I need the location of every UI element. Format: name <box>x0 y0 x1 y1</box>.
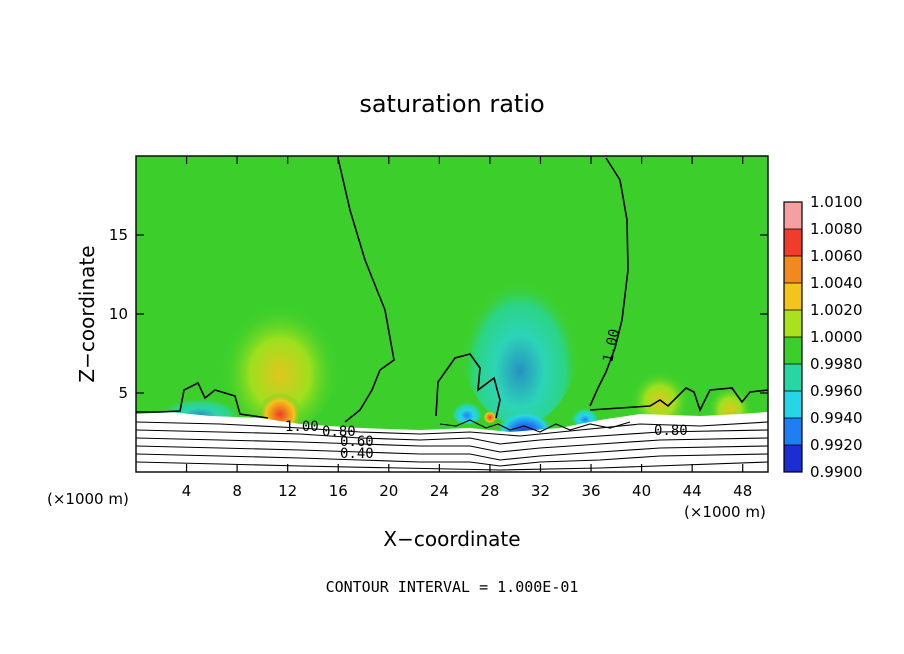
x-tick-label: 12 <box>278 482 297 500</box>
colorbar-band <box>784 418 802 445</box>
x-tick-label: 40 <box>632 482 651 500</box>
x-tick-label: 4 <box>182 482 192 500</box>
contour-label-0p60: 0.60 <box>340 434 374 450</box>
cool-spot-36km <box>571 403 599 427</box>
x-tick-label: 24 <box>430 482 449 500</box>
colorbar-band <box>784 310 802 337</box>
colorbar-label: 1.0100 <box>810 193 863 211</box>
x-tick-label: 28 <box>480 482 499 500</box>
colorbar-band <box>784 391 802 418</box>
colorbar-label: 1.0040 <box>810 274 863 292</box>
contour-1p00-base-left <box>136 381 269 419</box>
colorbar-band <box>784 337 802 364</box>
colorbar-label: 1.0060 <box>810 247 863 265</box>
contour-label-1p00-left: 1.00 <box>285 419 319 435</box>
colorbar-label: 1.0000 <box>810 328 863 346</box>
x-tick-label: 20 <box>379 482 398 500</box>
chart-title: saturation ratio <box>359 90 544 118</box>
x-unit-label-right: (×1000 m) <box>684 503 766 521</box>
colorbar-label: 0.9940 <box>810 409 863 427</box>
colorbar-label: 1.0020 <box>810 301 863 319</box>
cool-spot-26km <box>451 396 483 424</box>
contour-label-0p40: 0.40 <box>340 446 374 462</box>
y-tick-label: 5 <box>118 384 128 402</box>
colorbar-label: 1.0080 <box>810 220 863 238</box>
x-tick-label: 8 <box>232 482 242 500</box>
contour-label-group: 1.00 1.00 0.80 0.60 0.40 0.80 <box>285 328 688 462</box>
colorbar-label: 0.9960 <box>810 382 863 400</box>
contour-1p00-cell-26km <box>435 353 501 419</box>
colorbar-band <box>784 229 802 256</box>
contour-label-1p00-right: 1.00 <box>600 328 623 364</box>
hot-spot-28km <box>483 409 497 423</box>
colorbar: 1.0100 1.0080 1.0060 1.0040 1.0020 1.0000 0.99… <box>783 193 863 481</box>
heatmap-field <box>136 156 768 472</box>
x-axis-title: X−coordinate <box>383 527 520 551</box>
colorbar-label: 0.9980 <box>810 355 863 373</box>
y-tick-label: 15 <box>109 226 128 244</box>
contour-label-0p80-right: 0.80 <box>654 423 688 439</box>
contour-interval-note: CONTOUR INTERVAL = 1.000E-01 <box>326 578 579 596</box>
contour-1p00-base-right <box>589 387 768 413</box>
cool-region <box>460 245 580 425</box>
contour-lines-lower <box>136 419 768 471</box>
contour-lines <box>136 157 768 423</box>
x-unit-label-left: (×1000 m) <box>47 490 129 508</box>
x-tick-label: 48 <box>733 482 752 500</box>
colorbar-band <box>784 445 802 472</box>
contour-label-0p80-left: 0.80 <box>322 424 356 440</box>
x-tick-label: 32 <box>531 482 550 500</box>
colorbar-band <box>784 283 802 310</box>
contour-1p00-left <box>337 157 395 423</box>
x-tick-label: 36 <box>581 482 600 500</box>
warm-region <box>220 290 340 430</box>
x-tick-label: 16 <box>329 482 348 500</box>
colorbar-band <box>784 256 802 283</box>
y-axis: 5 10 15 <box>109 226 768 402</box>
y-tick-label: 10 <box>109 305 128 323</box>
contour-1p00-right <box>589 157 629 407</box>
y-axis-title: Z−coordinate <box>75 245 99 382</box>
colorbar-label: 0.9900 <box>810 463 863 481</box>
colorbar-band <box>784 364 802 391</box>
colorbar-label: 0.9920 <box>810 436 863 454</box>
colorbar-band <box>784 202 802 229</box>
x-axis: 4 8 12 16 20 24 28 32 36 40 44 48 <box>182 156 752 500</box>
x-tick-label: 44 <box>683 482 702 500</box>
warm-spot-41km <box>630 365 690 425</box>
